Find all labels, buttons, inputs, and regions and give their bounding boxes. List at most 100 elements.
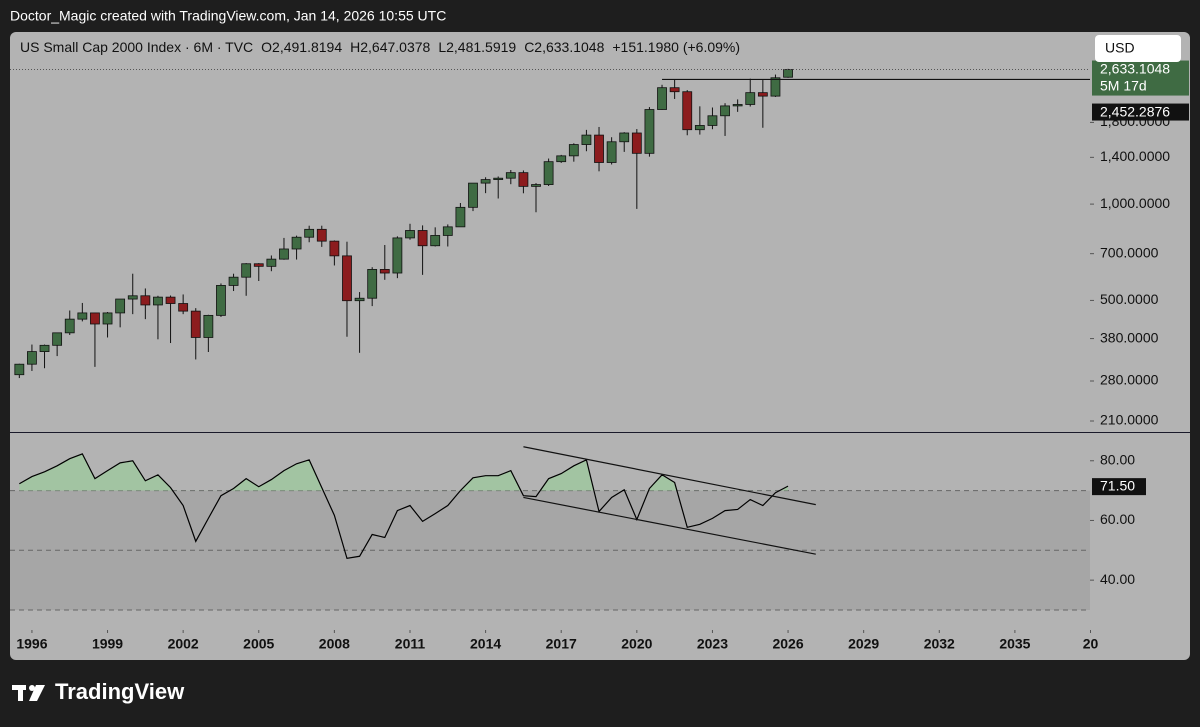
candle-body: [757, 92, 768, 97]
candle-body: [783, 69, 793, 78]
currency-label[interactable]: USD: [1105, 40, 1135, 56]
candle-body: [657, 87, 667, 110]
candle-body: [39, 344, 50, 352]
candle-body: [392, 237, 403, 274]
x-tick-label: 2005: [243, 636, 274, 652]
candle-body: [52, 332, 63, 346]
candle-body: [468, 182, 478, 208]
candle-body: [77, 312, 88, 320]
candle-body: [178, 303, 189, 312]
symbol-header: US Small Cap 2000 Index · 6M · TVC O2,491…: [20, 39, 740, 55]
hline-label-box: [1092, 103, 1189, 121]
candle-body: [594, 134, 604, 163]
candle-body: [669, 87, 680, 93]
y-tick-label: 1,000.0000: [1100, 195, 1170, 211]
hline-label: 2,452.2876: [1100, 103, 1170, 119]
candle-body: [455, 206, 466, 228]
candle-body: [342, 255, 352, 302]
candle-body: [153, 296, 163, 306]
candle-body: [102, 312, 113, 325]
ohlc-low: L2,481.5919: [438, 39, 516, 55]
candle-body: [90, 312, 100, 325]
candle-body: [505, 172, 516, 179]
candle-body: [291, 236, 302, 250]
candle-body: [228, 276, 239, 286]
overbought-fill: [19, 453, 789, 491]
candle-body: [27, 351, 37, 365]
trendline: [523, 446, 816, 506]
x-tick-label: 2026: [772, 636, 803, 652]
candle-body: [140, 295, 151, 306]
x-tick-label: 2002: [168, 636, 199, 652]
brand-logo: [12, 685, 45, 701]
candle-body: [732, 104, 743, 107]
candle-body: [631, 132, 642, 154]
x-tick-label: 2008: [319, 636, 350, 652]
candle-body: [115, 298, 126, 314]
candle-body: [606, 141, 617, 163]
x-tick-label: 2023: [697, 636, 728, 652]
ohlc-high: H2,647.0378: [350, 39, 430, 55]
x-tick-label: 2029: [848, 636, 879, 652]
candle-body: [480, 179, 491, 184]
candle-body: [379, 269, 390, 274]
candle-body: [518, 172, 529, 187]
y-tick-label: 210.0000: [1100, 412, 1159, 428]
x-tick-label: 1999: [92, 636, 123, 652]
x-tick-label: 2020: [621, 636, 652, 652]
candle-body: [304, 228, 315, 238]
candle-body: [165, 296, 176, 304]
candle-body: [203, 314, 214, 338]
candle-body: [354, 297, 365, 302]
y-tick-label: 280.0000: [1100, 372, 1159, 388]
x-tick-label: 20: [1083, 636, 1099, 652]
candle-body: [316, 228, 327, 242]
candle-body: [430, 235, 441, 247]
y-tick-label: 40.00: [1100, 571, 1135, 587]
brand-name: TradingView: [55, 679, 185, 704]
rsi-pane: [10, 446, 1090, 611]
candle-body: [682, 91, 693, 131]
candle-body: [707, 115, 718, 126]
last-price-box: [1092, 60, 1189, 96]
candle-body: [568, 144, 579, 157]
candle-body: [644, 109, 655, 154]
price-pane: [10, 68, 1090, 379]
ohlc-open: O2,491.8194: [261, 39, 342, 55]
y-tick-label: 380.0000: [1100, 329, 1159, 345]
chart-layer: 210.0000 280.0000 380.0000 500.0000 700.0000…: [10, 60, 1189, 652]
y-tick-label: 80.00: [1100, 451, 1135, 467]
candle-body: [253, 263, 264, 267]
y-tick-label: 500.0000: [1100, 291, 1159, 307]
candle-body: [127, 295, 138, 300]
candle-body: [417, 230, 428, 247]
candle-body: [241, 263, 252, 278]
candle-body: [367, 269, 378, 299]
candle-body: [14, 363, 25, 376]
x-tick-label: 2032: [924, 636, 955, 652]
symbol: US Small Cap 2000 Index · 6M · TVC: [20, 39, 253, 55]
candle-body: [405, 230, 415, 239]
countdown-label: 5M 17d: [1100, 77, 1147, 93]
candle-body: [619, 132, 630, 143]
y-tick-label: 60.00: [1100, 511, 1135, 527]
candle-body: [770, 77, 781, 97]
rsi-value-label: 71.50: [1100, 477, 1135, 493]
candle-body: [64, 318, 75, 334]
candle-body: [216, 285, 226, 316]
x-tick-label: 2014: [470, 636, 501, 652]
x-tick-label: 2017: [546, 636, 577, 652]
candle-body: [493, 177, 504, 180]
candle-body: [543, 161, 554, 185]
candle-body: [720, 105, 730, 117]
candle-body: [745, 92, 756, 105]
candle-body: [279, 248, 289, 260]
candle-body: [329, 240, 340, 257]
currency-button[interactable]: [1095, 35, 1181, 62]
trendline: [523, 496, 816, 555]
candle-body: [190, 310, 201, 338]
candle-body: [694, 125, 705, 131]
candle-body: [442, 226, 453, 236]
